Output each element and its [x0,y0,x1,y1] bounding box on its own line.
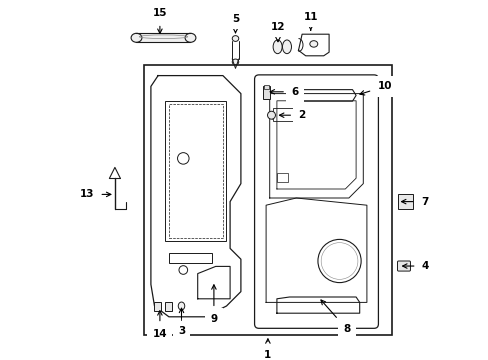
Text: 13: 13 [80,189,111,199]
Text: 7: 7 [401,197,427,207]
Text: 9: 9 [210,285,217,324]
Ellipse shape [267,111,275,119]
Ellipse shape [178,302,184,310]
Text: 5: 5 [231,14,239,33]
Text: 10: 10 [359,81,391,95]
Bar [165,101,226,241]
Bar [262,86,269,99]
Bar [397,194,412,209]
Bar [263,85,268,89]
Ellipse shape [273,40,282,54]
Bar [143,65,391,335]
Bar [154,302,161,311]
Text: 4: 4 [402,261,428,271]
Text: 8: 8 [320,300,350,334]
Text: 6: 6 [269,87,298,97]
Bar [168,253,211,263]
Bar [273,108,292,121]
Ellipse shape [185,33,196,42]
Bar [168,104,223,238]
Text: 14: 14 [152,311,167,339]
Ellipse shape [282,40,291,54]
Text: 3: 3 [178,308,185,336]
FancyBboxPatch shape [397,261,409,271]
Text: 2: 2 [279,110,305,120]
Bar [165,302,171,311]
Ellipse shape [232,59,238,65]
Ellipse shape [309,41,317,47]
Ellipse shape [232,36,238,41]
Bar [136,33,190,42]
Text: 1: 1 [264,339,271,360]
Ellipse shape [131,33,142,42]
Text: 11: 11 [303,12,317,30]
Bar [276,173,288,182]
Text: 15: 15 [152,8,167,33]
Text: 12: 12 [270,22,285,42]
